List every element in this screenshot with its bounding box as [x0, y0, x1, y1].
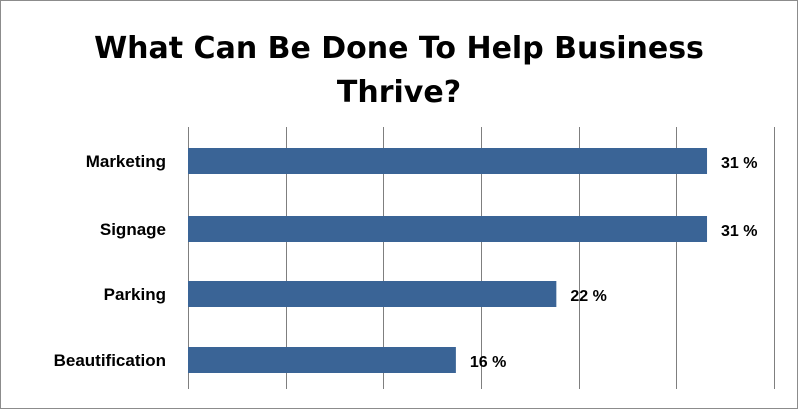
bar	[188, 148, 708, 174]
category-label: Parking	[104, 285, 166, 304]
bar	[188, 281, 557, 307]
data-label: 31 %	[721, 155, 757, 172]
category-label: Marketing	[86, 152, 166, 171]
chart-title: What Can Be Done To Help Business Thrive…	[1, 27, 797, 115]
bar	[188, 347, 456, 373]
chart-title-line-1: What Can Be Done To Help Business	[94, 31, 704, 66]
category-label: Beautification	[54, 351, 166, 370]
chart-title-line-2: Thrive?	[336, 75, 462, 110]
data-label: 22 %	[570, 288, 606, 305]
bar	[188, 216, 708, 242]
category-label: Signage	[100, 220, 166, 239]
data-label: 31 %	[721, 223, 757, 240]
data-label: 16 %	[470, 354, 506, 371]
